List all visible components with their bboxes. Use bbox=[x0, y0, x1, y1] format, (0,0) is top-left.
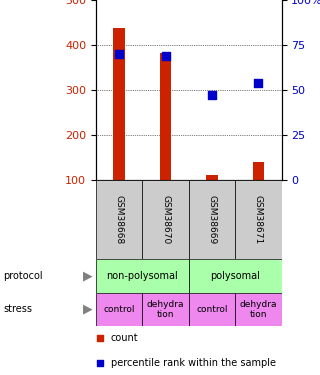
Bar bbox=[206, 175, 218, 180]
Bar bbox=[189, 180, 235, 259]
Bar bbox=[113, 28, 125, 180]
Text: ▶: ▶ bbox=[83, 303, 93, 316]
Point bbox=[97, 335, 102, 341]
Text: dehydra
tion: dehydra tion bbox=[147, 300, 184, 319]
Bar bbox=[142, 292, 189, 326]
Text: GSM38668: GSM38668 bbox=[115, 195, 124, 244]
Text: polysomal: polysomal bbox=[210, 271, 260, 280]
Text: stress: stress bbox=[3, 304, 32, 314]
Text: GSM38671: GSM38671 bbox=[254, 195, 263, 244]
Text: control: control bbox=[103, 305, 135, 314]
Bar bbox=[96, 259, 189, 292]
Bar bbox=[96, 292, 142, 326]
Bar bbox=[235, 292, 282, 326]
Text: dehydra
tion: dehydra tion bbox=[240, 300, 277, 319]
Text: GSM38669: GSM38669 bbox=[207, 195, 217, 244]
Bar bbox=[189, 259, 282, 292]
Text: ▶: ▶ bbox=[83, 269, 93, 282]
Bar bbox=[160, 53, 172, 180]
Point bbox=[163, 53, 168, 59]
Point bbox=[256, 80, 261, 86]
Text: control: control bbox=[196, 305, 228, 314]
Text: non-polysomal: non-polysomal bbox=[107, 271, 178, 280]
Text: GSM38670: GSM38670 bbox=[161, 195, 170, 244]
Text: protocol: protocol bbox=[3, 271, 43, 280]
Point bbox=[210, 92, 215, 98]
Point bbox=[97, 360, 102, 366]
Bar bbox=[96, 180, 142, 259]
Text: percentile rank within the sample: percentile rank within the sample bbox=[111, 358, 276, 368]
Bar bbox=[252, 162, 264, 180]
Bar bbox=[142, 180, 189, 259]
Bar bbox=[235, 180, 282, 259]
Text: count: count bbox=[111, 333, 139, 344]
Bar bbox=[189, 292, 235, 326]
Point bbox=[117, 51, 122, 57]
